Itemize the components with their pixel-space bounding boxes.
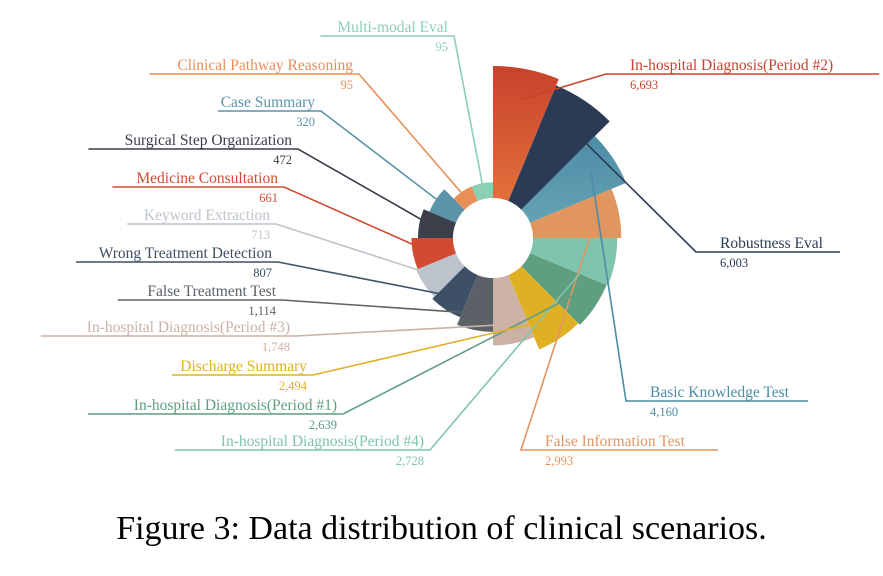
leader-line-discharge-summary xyxy=(171,319,549,376)
chart-labels: In-hospital Diagnosis(Period #2) 6,693 Rob… xyxy=(87,19,833,468)
value-medicine-consultation: 661 xyxy=(259,191,278,205)
label-surgical-step-organization: Surgical Step Organization xyxy=(125,132,293,149)
label-in-hospital-diagnosis-period-4: In-hospital Diagnosis(Period #4) xyxy=(221,433,424,450)
value-robustness-eval: 6,003 xyxy=(720,256,748,270)
leader-line-in-hospital-diagnosis-period-4 xyxy=(174,257,594,451)
slice-false-information-test xyxy=(529,188,622,238)
leader-line-medicine-consultation xyxy=(112,186,428,252)
leader-line-case-summary xyxy=(217,110,447,208)
slice-surgical-step-organization xyxy=(417,209,457,238)
value-case-summary: 320 xyxy=(296,115,315,129)
value-discharge-summary: 2,494 xyxy=(279,379,308,393)
value-multi-modal-eval: 95 xyxy=(436,40,449,54)
label-in-hospital-diagnosis-period-2: In-hospital Diagnosis(Period #2) xyxy=(630,57,833,74)
value-in-hospital-diagnosis-period-2: 6,693 xyxy=(630,78,658,92)
leader-line-clinical-pathway-reasoning xyxy=(149,73,469,201)
label-multi-modal-eval: Multi-modal Eval xyxy=(337,19,448,36)
slice-in-hospital-diagnosis-period-3 xyxy=(493,274,535,346)
value-clinical-pathway-reasoning: 95 xyxy=(341,78,354,92)
value-in-hospital-diagnosis-period-4: 2,728 xyxy=(396,454,424,468)
label-case-summary: Case Summary xyxy=(221,94,316,111)
leader-line-false-treatment-test xyxy=(118,299,479,315)
slice-multi-modal-eval xyxy=(471,182,493,202)
slice-in-hospital-diagnosis-period-2 xyxy=(493,66,559,202)
label-robustness-eval: Robustness Eval xyxy=(720,235,823,252)
slice-in-hospital-diagnosis-period-1 xyxy=(521,253,607,325)
label-false-treatment-test: False Treatment Test xyxy=(147,283,276,300)
slice-medicine-consultation xyxy=(411,238,457,270)
leader-line-wrong-treatment-detection xyxy=(76,261,455,298)
slice-case-summary xyxy=(429,189,465,223)
leader-line-keyword-extraction xyxy=(127,223,437,277)
value-in-hospital-diagnosis-period-3: 1,748 xyxy=(262,340,290,354)
value-surgical-step-organization: 472 xyxy=(273,153,292,167)
leader-line-basic-knowledge-test xyxy=(590,172,808,402)
value-in-hospital-diagnosis-period-1: 2,639 xyxy=(309,418,337,432)
rose-chart: In-hospital Diagnosis(Period #2) 6,693 Rob… xyxy=(40,19,880,468)
value-false-treatment-test: 1,114 xyxy=(248,304,276,318)
leader-line-in-hospital-diagnosis-period-1 xyxy=(87,293,578,415)
leader-line-surgical-step-organization xyxy=(88,148,434,227)
leader-line-multi-modal-eval xyxy=(320,35,485,194)
figure-caption: Figure 3: Data distribution of clinical … xyxy=(116,510,767,547)
label-in-hospital-diagnosis-period-3: In-hospital Diagnosis(Period #3) xyxy=(87,319,290,336)
slice-keyword-extraction xyxy=(416,253,465,297)
slice-false-treatment-test xyxy=(457,274,493,332)
label-medicine-consultation: Medicine Consultation xyxy=(136,170,278,187)
chart-slices xyxy=(411,66,627,350)
leader-line-robustness-eval xyxy=(567,124,840,253)
chart-leader-lines xyxy=(40,35,880,451)
leader-line-false-information-test xyxy=(519,217,719,451)
label-clinical-pathway-reasoning: Clinical Pathway Reasoning xyxy=(177,57,353,74)
slice-robustness-eval xyxy=(508,85,610,210)
leader-line-in-hospital-diagnosis-period-2 xyxy=(520,73,880,101)
slice-in-hospital-diagnosis-period-4 xyxy=(529,238,618,286)
center-hole xyxy=(453,198,533,278)
value-basic-knowledge-test: 4,160 xyxy=(650,405,678,419)
value-keyword-extraction: 713 xyxy=(251,228,270,242)
label-discharge-summary: Discharge Summary xyxy=(180,358,307,375)
value-false-information-test: 2,993 xyxy=(545,454,573,468)
label-basic-knowledge-test: Basic Knowledge Test xyxy=(650,384,790,401)
slice-wrong-treatment-detection xyxy=(432,266,478,318)
label-keyword-extraction: Keyword Extraction xyxy=(144,207,270,224)
label-in-hospital-diagnosis-period-1: In-hospital Diagnosis(Period #1) xyxy=(134,397,337,414)
leader-line-in-hospital-diagnosis-period-3 xyxy=(40,323,511,337)
value-wrong-treatment-detection: 807 xyxy=(253,266,272,280)
label-wrong-treatment-detection: Wrong Treatment Detection xyxy=(99,245,273,262)
label-false-information-test: False Information Test xyxy=(545,433,686,450)
